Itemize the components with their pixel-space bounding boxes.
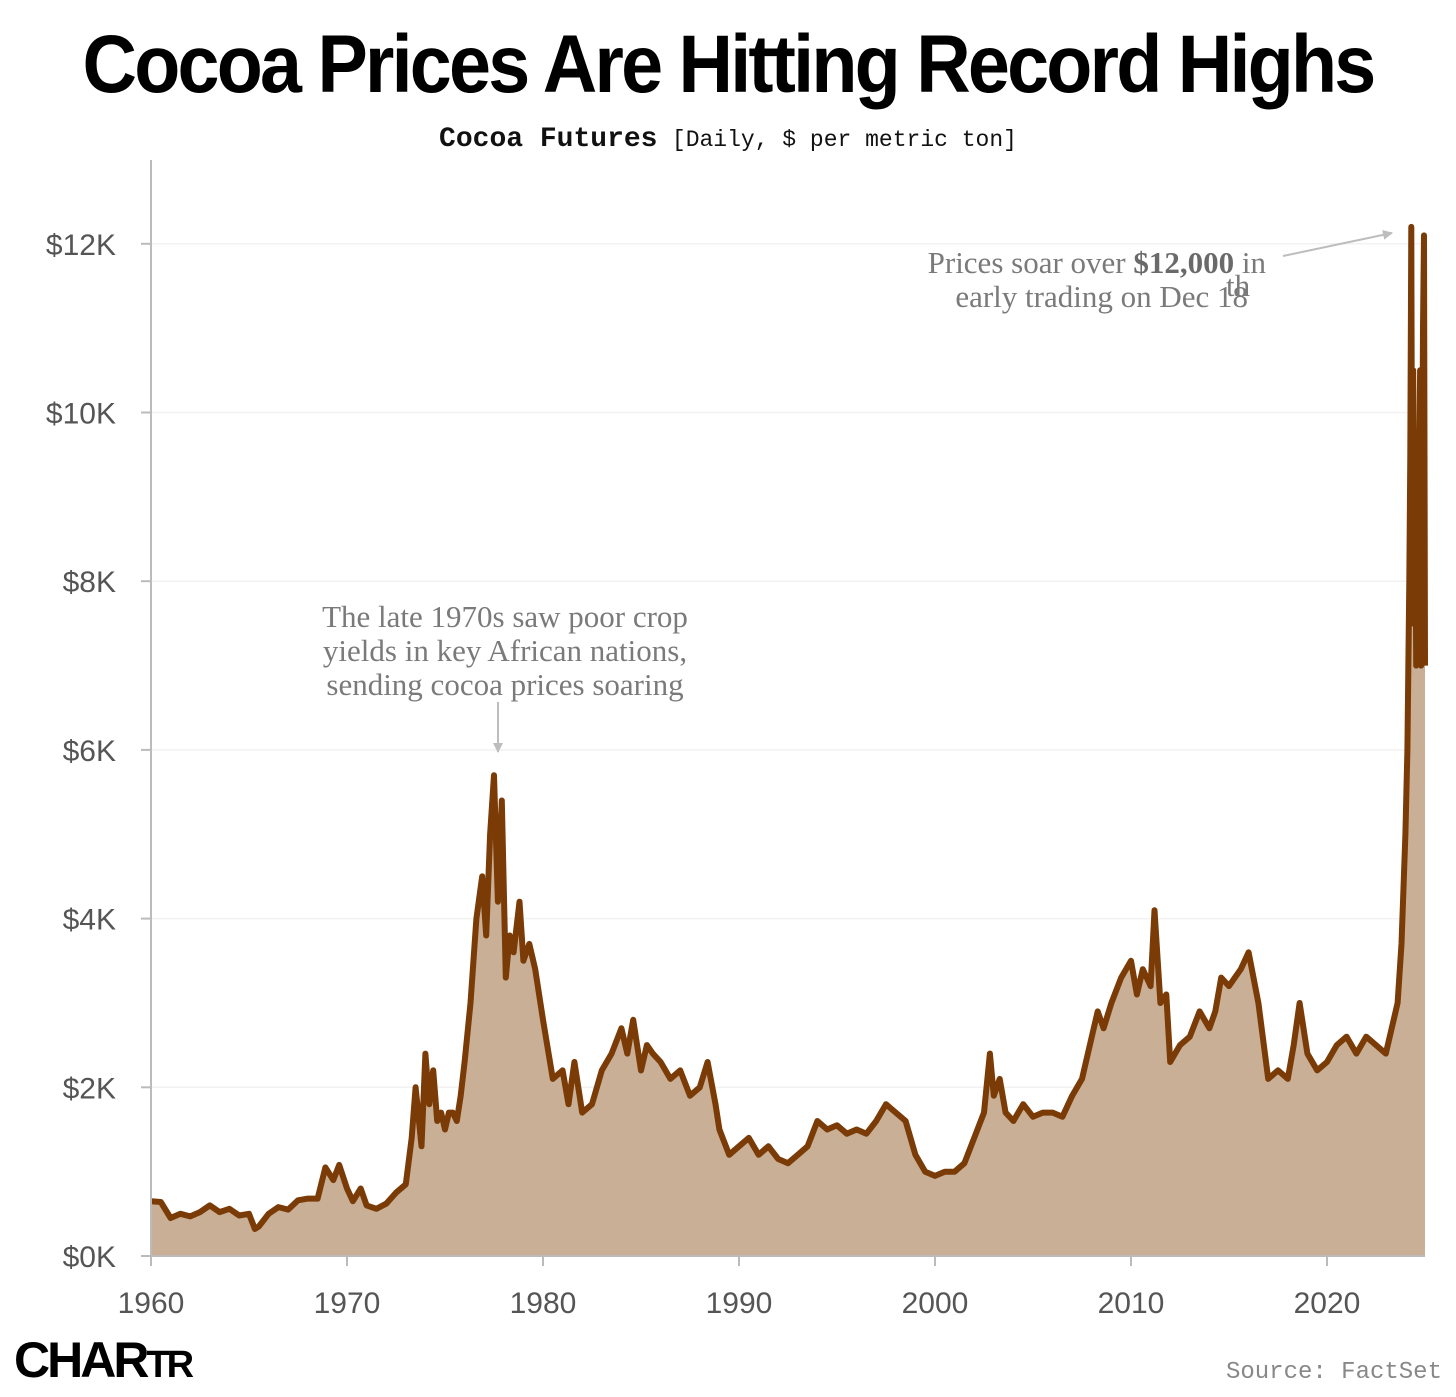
y-tick-label: $0K xyxy=(63,1241,116,1274)
annotation-1970s: The late 1970s saw poor crop yields in ke… xyxy=(322,599,688,702)
chart-subtitle: Cocoa Futures [Daily, $ per metric ton] xyxy=(0,124,1456,157)
x-tick-label: 2020 xyxy=(1294,1287,1361,1320)
y-tick-label: $12K xyxy=(46,229,116,262)
source-note: Source: FactSet xyxy=(1225,1359,1442,1386)
annotation-2024-text: in xyxy=(1234,245,1266,280)
annotation-1970s-line: The late 1970s saw poor crop xyxy=(322,599,688,634)
y-tick-label: $6K xyxy=(63,735,116,768)
annotation-2024-line2: early trading on Dec 18 xyxy=(955,279,1248,314)
chart-title: Cocoa Prices Are Hitting Record Highs xyxy=(82,19,1376,110)
price-area xyxy=(151,226,1425,1256)
annotation-2024-superscript: th xyxy=(1226,268,1251,303)
axes xyxy=(150,160,1425,1257)
annotations: The late 1970s saw poor crop yields in ke… xyxy=(322,229,1393,753)
x-tick-label: 1960 xyxy=(118,1287,185,1320)
chartr-logo: CHARTR xyxy=(14,1330,194,1395)
annotation-1970s-line: sending cocoa prices soaring xyxy=(326,667,683,702)
y-tick-label: $8K xyxy=(63,566,116,599)
x-tick-label: 1980 xyxy=(510,1287,577,1320)
annotation-2024-line1: Prices soar over $12,000 in xyxy=(928,245,1267,280)
x-tick-label: 2010 xyxy=(1098,1287,1165,1320)
x-tick-label: 2000 xyxy=(902,1287,969,1320)
subtitle-detail: [Daily, $ per metric ton] xyxy=(671,127,1017,153)
annotation-2024-text: Prices soar over xyxy=(928,245,1134,280)
price-line xyxy=(150,223,1428,1232)
subtitle-main: Cocoa Futures xyxy=(439,124,658,155)
y-tick-label: $4K xyxy=(63,904,116,937)
annotation-2024-arrow xyxy=(1282,229,1393,257)
annotation-2024-bold: $12,000 xyxy=(1133,245,1234,280)
y-tick-label: $10K xyxy=(46,398,116,431)
logo-main-text: CHAR xyxy=(14,1332,149,1388)
x-tick-label: 1990 xyxy=(706,1287,773,1320)
annotation-1970s-line: yields in key African nations, xyxy=(323,633,687,668)
x-tick-label: 1970 xyxy=(314,1287,381,1320)
logo-small-text: TR xyxy=(146,1344,194,1386)
y-tick-label: $2K xyxy=(63,1072,116,1105)
tick-labels: $0K $2K $4K $6K $8K $10K $12K 1960 1970 1980 1990 2… xyxy=(46,229,1360,1320)
